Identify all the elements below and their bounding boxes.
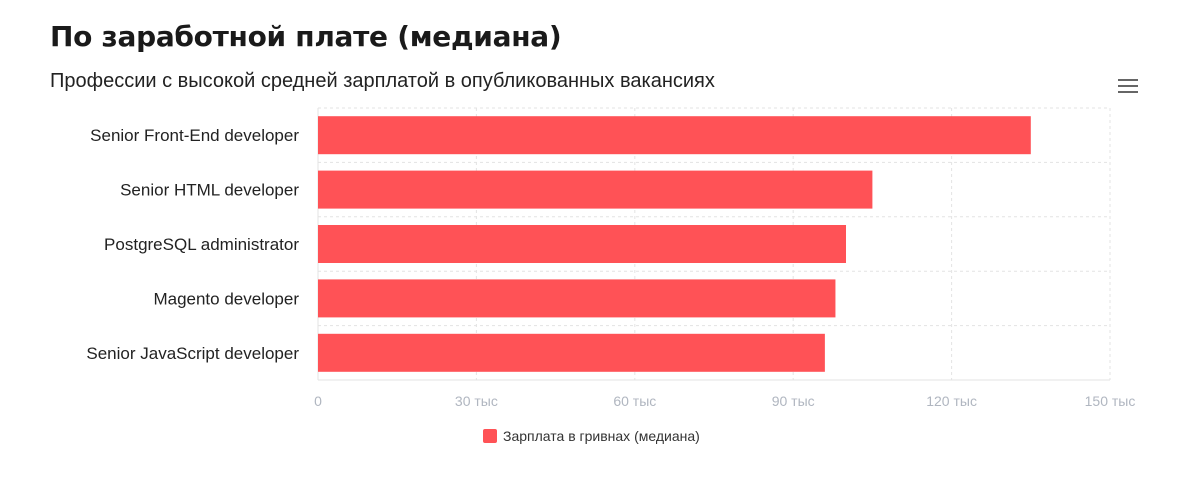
x-tick-label: 120 тыс	[926, 393, 977, 409]
category-label: Senior JavaScript developer	[86, 344, 299, 363]
legend-item[interactable]: Зарплата в гривнах (медиана)	[483, 428, 700, 444]
x-tick-label: 30 тыс	[455, 393, 498, 409]
legend-label: Зарплата в гривнах (медиана)	[503, 428, 700, 444]
x-tick-label: 60 тыс	[613, 393, 656, 409]
hamburger-menu-icon[interactable]	[1114, 76, 1142, 96]
category-label: Senior HTML developer	[120, 181, 299, 200]
category-label: PostgreSQL administrator	[104, 235, 299, 254]
x-tick-label: 0	[314, 393, 322, 409]
x-tick-label: 150 тыс	[1085, 393, 1136, 409]
x-tick-label: 90 тыс	[772, 393, 815, 409]
category-labels: Senior Front-End developer Senior HTML de…	[86, 126, 299, 363]
bars	[318, 116, 1031, 372]
bar[interactable]	[318, 333, 825, 372]
x-axis-tick-labels: 0 30 тыс 60 тыс 90 тыс 120 тыс 150 тыс	[314, 393, 1135, 409]
bar[interactable]	[318, 170, 873, 209]
bar[interactable]	[318, 116, 1031, 155]
chart-title: По заработной плате (медиана)	[50, 20, 562, 53]
legend-swatch	[483, 429, 497, 443]
chart-subtitle: Профессии с высокой средней зарплатой в …	[50, 70, 715, 92]
category-label: Magento developer	[153, 289, 299, 308]
category-label: Senior Front-End developer	[90, 126, 299, 145]
bar[interactable]	[318, 225, 846, 263]
bar[interactable]	[318, 279, 836, 318]
grid-lines	[317, 107, 1111, 381]
